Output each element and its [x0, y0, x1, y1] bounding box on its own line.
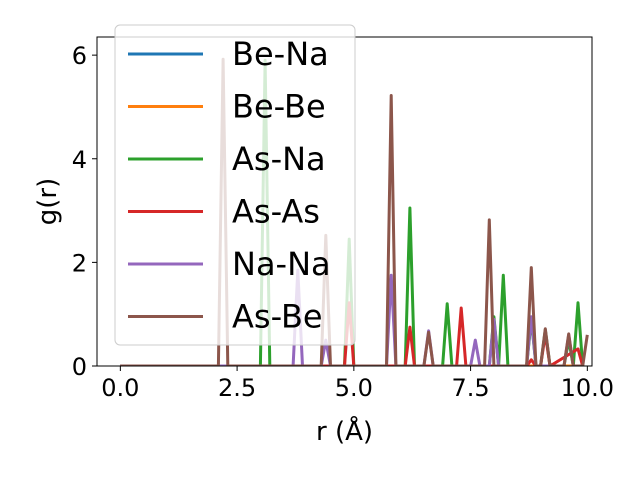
legend-label: As-As	[232, 193, 320, 231]
legend-label: As-Na	[232, 140, 326, 178]
x-tick-label: 0.0	[101, 374, 139, 402]
x-tick-label: 5.0	[335, 374, 373, 402]
y-tick-label: 4	[72, 146, 87, 174]
y-tick-label: 6	[72, 42, 87, 70]
y-axis-label: g(r)	[33, 178, 63, 225]
legend-label: Na-Na	[232, 245, 331, 283]
x-tick-label: 10.0	[561, 374, 614, 402]
legend-label: Be-Na	[232, 35, 329, 73]
legend: Be-Na Be-Be As-Na As-As Na-Na As-Be	[114, 24, 356, 346]
axes: 0.0 2.5 5.0 7.5 10.0 0 2 4 6	[72, 36, 614, 402]
x-axis-label: r (Å)	[316, 415, 373, 447]
x-tick-label: 7.5	[451, 374, 489, 402]
x-tick-label: 2.5	[218, 374, 256, 402]
legend-label: As-Be	[232, 298, 323, 336]
y-tick-label: 2	[72, 249, 87, 277]
series-line-na-na	[120, 268, 575, 366]
legend-label: Be-Be	[232, 88, 326, 126]
y-tick-label: 0	[72, 353, 87, 381]
